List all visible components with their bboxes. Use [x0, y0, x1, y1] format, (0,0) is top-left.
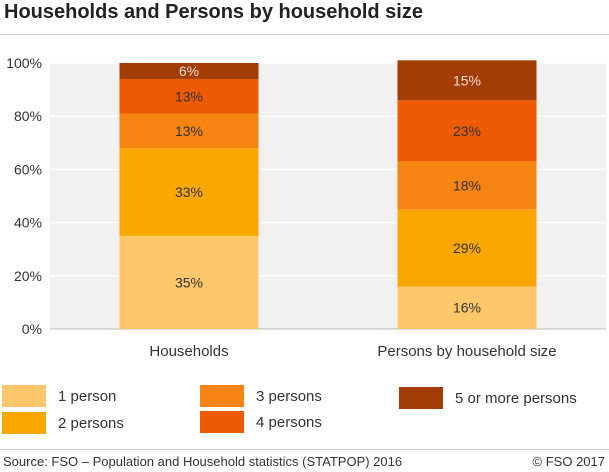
legend-label-3-persons: 3 persons	[256, 387, 322, 405]
data-label: 13%	[175, 123, 203, 139]
x-category-label: Persons by household size	[377, 343, 556, 360]
legend-swatch-1-person	[2, 385, 46, 407]
footer-divider	[0, 449, 609, 450]
legend-item-3-persons: 3 persons	[200, 385, 322, 407]
data-label: 13%	[175, 88, 203, 104]
bar-segment-households-1-person	[119, 235, 259, 329]
data-label: 35%	[175, 274, 203, 290]
legend-swatch-2-persons	[2, 412, 46, 434]
bar-segment-households-3-persons	[119, 113, 259, 149]
bar-segment-persons-by-household-size-5-or-more-persons	[397, 60, 537, 101]
legend-item-5-or-more-persons: 5 or more persons	[399, 387, 577, 409]
legend-label-2-persons: 2 persons	[58, 414, 124, 432]
y-tick-label: 100%	[6, 55, 42, 71]
legend-swatch-4-persons	[200, 411, 244, 433]
bar-segment-persons-by-household-size-2-persons	[397, 209, 537, 287]
chart-title: Households and Persons by household size	[4, 1, 423, 23]
legend-label-4-persons: 4 persons	[256, 413, 322, 431]
legend-swatch-5-or-more-persons	[399, 387, 443, 409]
y-tick-label: 80%	[14, 108, 42, 124]
data-label: 23%	[453, 123, 481, 139]
copyright-note: © FSO 2017	[532, 454, 605, 469]
legend-label-5-or-more-persons: 5 or more persons	[455, 389, 577, 407]
bar-segment-households-4-persons	[119, 78, 259, 114]
legend-item-4-persons: 4 persons	[200, 411, 322, 433]
data-label: 33%	[175, 184, 203, 200]
data-label: 16%	[453, 300, 481, 316]
y-tick-label: 0%	[22, 321, 42, 337]
legend-label-1-person: 1 person	[58, 387, 117, 405]
legend-item-2-persons: 2 persons	[2, 412, 124, 434]
bar-segment-persons-by-household-size-1-person	[397, 286, 537, 329]
legend-swatch-3-persons	[200, 385, 244, 407]
x-category-label: Households	[149, 343, 228, 360]
stacked-bar-chart: 0% 20% 40% 60% 80% 100% 35% 33% 13% 13% 6% Househol…	[6, 55, 606, 360]
source-note: Source: FSO – Population and Household s…	[3, 454, 403, 469]
bar-segment-households-2-persons	[119, 148, 259, 236]
bar-segment-persons-by-household-size-3-persons	[397, 161, 537, 210]
y-tick-label: 60%	[14, 161, 42, 177]
bar-segment-persons-by-household-size-4-persons	[397, 100, 537, 162]
bar-segment-households-5-or-more-persons	[119, 63, 259, 79]
data-label: 18%	[453, 177, 481, 193]
y-tick-label: 40%	[14, 215, 42, 231]
title-divider	[0, 34, 609, 35]
legend-item-1-person: 1 person	[2, 385, 116, 407]
data-label: 29%	[453, 240, 481, 256]
y-tick-label: 20%	[14, 268, 42, 284]
data-label: 15%	[453, 72, 481, 88]
data-label: 6%	[179, 63, 199, 79]
